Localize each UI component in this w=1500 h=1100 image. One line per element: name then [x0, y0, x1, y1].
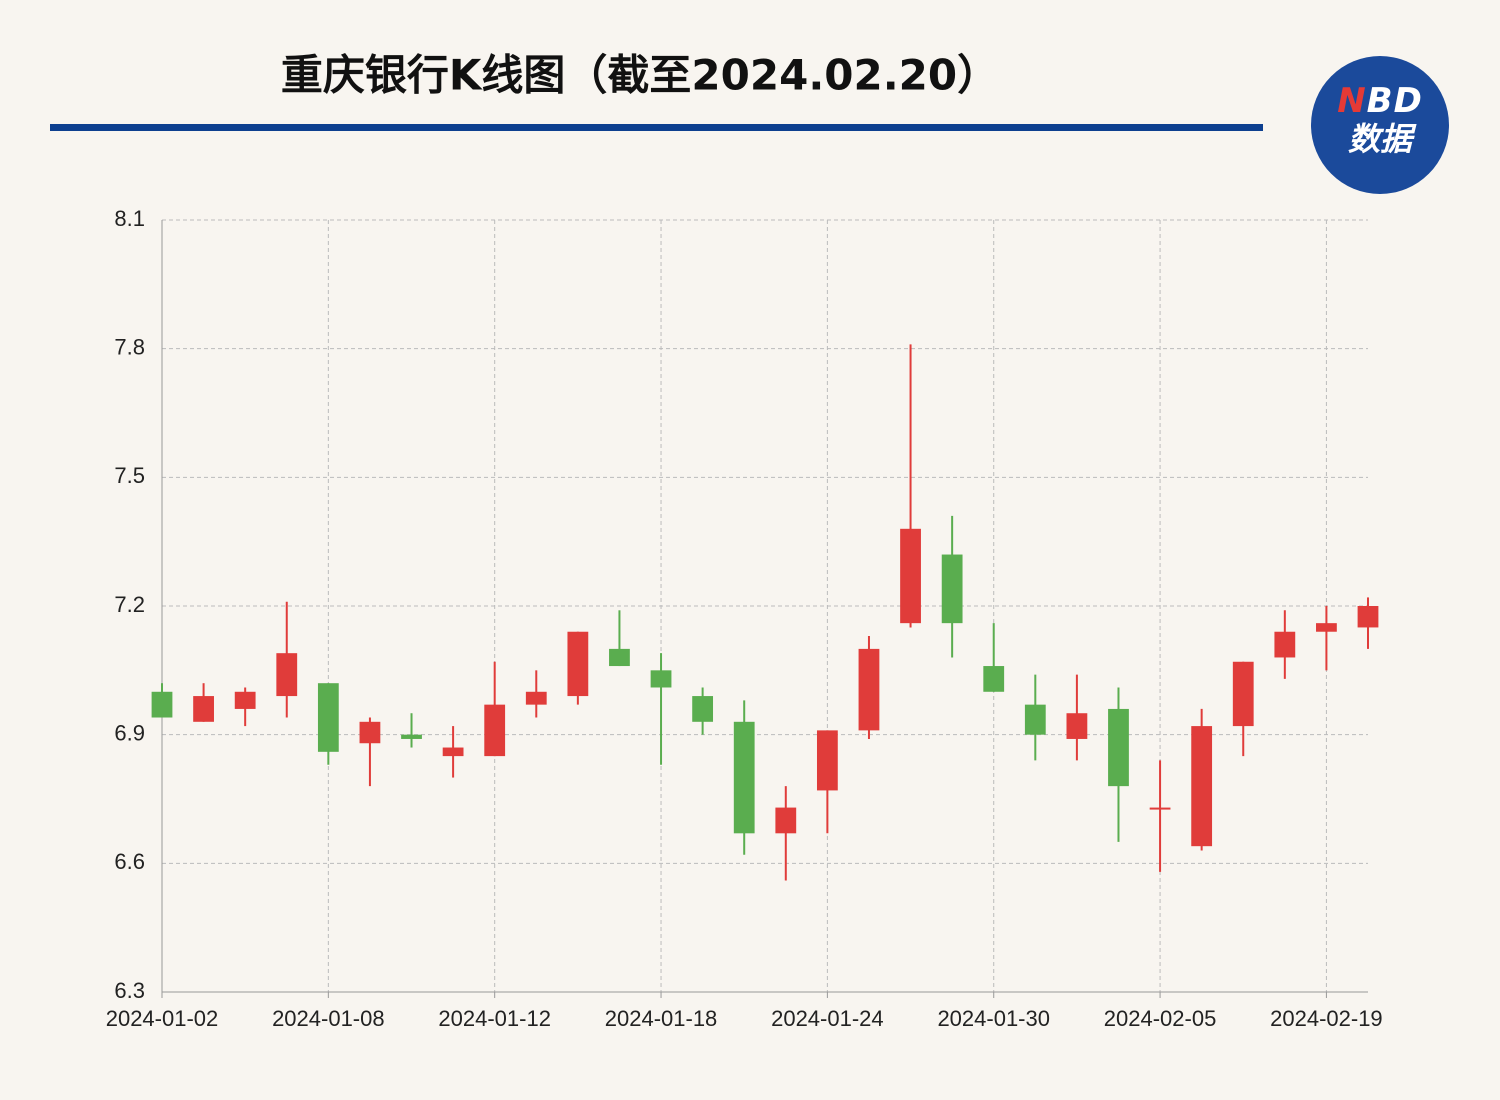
x-tick-label: 2024-01-02 — [106, 1006, 219, 1031]
candle-body — [1149, 807, 1171, 810]
candle-body — [650, 670, 672, 688]
y-tick-label: 7.8 — [114, 334, 145, 359]
y-tick-label: 7.2 — [114, 592, 145, 617]
candle-body — [1357, 606, 1379, 628]
candle-body — [733, 721, 755, 834]
y-tick-label: 7.5 — [114, 463, 145, 488]
x-tick-label: 2024-01-12 — [438, 1006, 551, 1031]
y-tick-label: 6.9 — [114, 720, 145, 745]
y-tick-label: 8.1 — [114, 206, 145, 231]
candle-body — [567, 631, 589, 697]
logo: NBD 数据 — [1311, 56, 1449, 194]
candle-body — [1108, 708, 1129, 787]
candle-body — [609, 648, 630, 667]
candle-body — [858, 648, 880, 731]
candle-body — [983, 666, 1005, 692]
candle-body — [1232, 661, 1254, 727]
candle-body — [900, 528, 921, 624]
candle-body — [525, 691, 547, 705]
candle-body — [442, 747, 464, 757]
candle-body — [317, 683, 339, 752]
x-tick-label: 2024-01-18 — [605, 1006, 718, 1031]
logo-label: 数据 — [1347, 120, 1412, 158]
candle-body — [484, 704, 506, 757]
candle-body — [401, 734, 422, 739]
x-tick-label: 2024-02-19 — [1270, 1006, 1383, 1031]
y-tick-label: 6.3 — [114, 978, 145, 1003]
candle-body — [1066, 713, 1088, 739]
title-rule — [50, 124, 1263, 131]
chart-title: 重庆银行K线图（截至2024.02.20） — [281, 51, 999, 100]
candle-body — [775, 807, 797, 834]
plot-area: 6.3 6.6 6.9 7.2 7.5 7.8 8.1 2024-01-02 2024-01-0… — [106, 206, 1383, 1031]
candle-body — [1024, 704, 1046, 735]
candle-body — [151, 691, 173, 718]
candle-body — [1274, 631, 1296, 658]
candle-body — [276, 653, 298, 697]
x-tick-label: 2024-01-08 — [272, 1006, 385, 1031]
x-tick-label: 2024-01-24 — [771, 1006, 884, 1031]
candle-body — [1316, 623, 1337, 632]
candle-body — [1191, 726, 1213, 847]
x-tick-label: 2024-01-30 — [937, 1006, 1050, 1031]
candle-body — [234, 691, 256, 709]
candle-body — [692, 696, 714, 722]
logo-brand: NBD — [1337, 81, 1423, 121]
x-tick-label: 2024-02-05 — [1104, 1006, 1217, 1031]
candle-body — [359, 721, 381, 744]
candle-body — [193, 696, 214, 722]
y-tick-label: 6.6 — [114, 849, 145, 874]
candle-body — [816, 730, 838, 791]
candle-body — [941, 554, 963, 624]
